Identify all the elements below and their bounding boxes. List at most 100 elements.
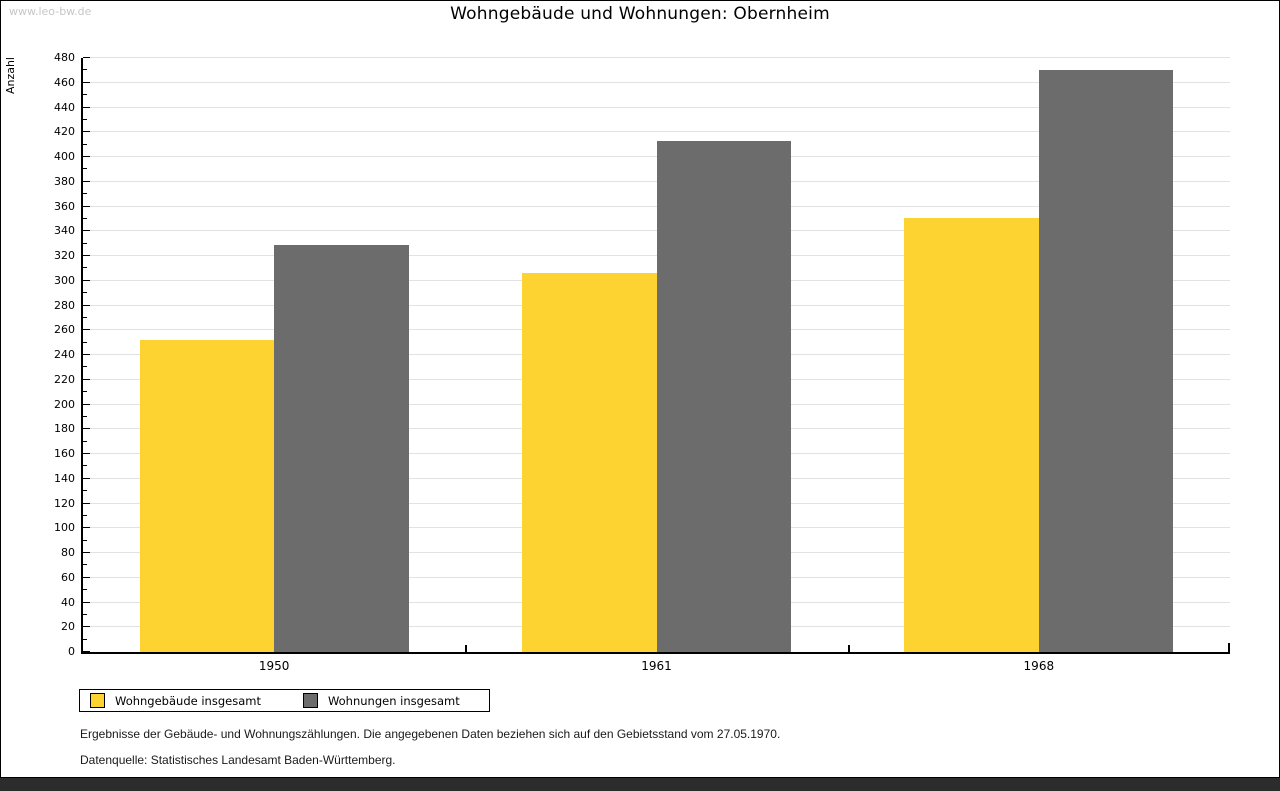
watermark-url: www.leo-bw.de <box>9 5 92 18</box>
legend-swatch-wohngebaeude <box>90 693 105 708</box>
y-tick-280 <box>83 304 90 306</box>
legend-label-wohngebaeude: Wohngebäude insgesamt <box>115 693 261 708</box>
y-tick-label-0: 0 <box>68 645 75 658</box>
plot-area: 0 20 40 60 80 100 120 140 160 180 200 220 240 260 280 3… <box>54 51 1230 673</box>
y-minor-tick-50 <box>83 589 87 591</box>
y-minor-tick-250 <box>83 341 87 343</box>
y-tick-440 <box>83 106 90 108</box>
y-axis-line <box>81 58 83 654</box>
y-tick-label-260: 260 <box>54 323 75 337</box>
y-tick-340 <box>83 230 90 232</box>
y-minor-tick-190 <box>83 415 87 417</box>
legend-item-wohnungen: Wohnungen insgesamt <box>302 693 460 708</box>
y-tick-label-20: 20 <box>61 620 75 634</box>
y-minor-tick-350 <box>83 217 87 219</box>
y-minor-tick-210 <box>83 391 87 393</box>
y-minor-tick-270 <box>83 316 87 318</box>
legend-item-wohngebaeude: Wohngebäude insgesamt <box>90 693 261 708</box>
y-tick-80 <box>83 552 90 553</box>
y-minor-tick-410 <box>83 143 87 145</box>
y-minor-tick-430 <box>83 118 87 120</box>
y-axis-title: Anzahl <box>4 57 17 95</box>
bar-1950-wohnungen-insgesamt <box>274 244 409 652</box>
gridline-480 <box>83 57 1230 58</box>
y-tick-140 <box>83 477 90 479</box>
bar-1950-wohngeb-ude-insgesamt <box>139 340 275 652</box>
y-tick-300 <box>83 279 90 281</box>
y-tick-40 <box>83 601 90 603</box>
y-tick-480 <box>83 57 90 58</box>
y-minor-tick-290 <box>83 292 87 294</box>
y-tick-label-420: 420 <box>54 125 75 139</box>
y-minor-tick-90 <box>83 539 87 541</box>
x-category-label-1961: 1961 <box>641 659 672 673</box>
x-axis-end-tick <box>1228 643 1230 652</box>
legend-label-wohnungen: Wohnungen insgesamt <box>327 693 460 708</box>
y-tick-260 <box>83 329 90 331</box>
y-minor-tick-30 <box>83 613 87 615</box>
y-tick-label-320: 320 <box>54 249 75 262</box>
y-minor-tick-170 <box>83 440 87 442</box>
y-tick-label-140: 140 <box>54 471 75 485</box>
y-minor-tick-70 <box>83 564 87 566</box>
x-category-label-1950: 1950 <box>258 659 290 673</box>
y-minor-tick-310 <box>83 267 87 269</box>
y-tick-400 <box>83 156 90 157</box>
y-tick-label-480: 480 <box>54 51 75 64</box>
y-tick-label-60: 60 <box>61 570 75 584</box>
y-tick-380 <box>83 180 90 182</box>
y-tick-label-380: 380 <box>54 174 75 188</box>
y-tick-240 <box>83 354 90 355</box>
y-minor-tick-390 <box>83 168 87 170</box>
bar-1961-wohnungen-insgesamt <box>656 140 791 652</box>
y-tick-label-40: 40 <box>61 595 75 609</box>
footnote-line-1: Ergebnisse der Gebäude- und Wohnungszähl… <box>80 727 781 741</box>
y-minor-tick-330 <box>83 242 87 244</box>
gridline-440 <box>83 106 1230 108</box>
y-tick-320 <box>83 255 90 256</box>
y-tick-100 <box>83 527 90 529</box>
y-tick-label-440: 440 <box>54 100 75 114</box>
bar-1961-wohngeb-ude-insgesamt <box>522 273 657 652</box>
y-minor-tick-470 <box>83 69 87 71</box>
y-minor-tick-150 <box>83 465 87 467</box>
y-minor-tick-450 <box>83 94 87 96</box>
window-bottom-bar <box>0 778 1280 791</box>
y-tick-0 <box>83 651 90 652</box>
x-boundary-tick-1 <box>465 645 468 652</box>
y-tick-60 <box>83 576 90 578</box>
y-tick-label-180: 180 <box>54 422 75 436</box>
y-tick-label-100: 100 <box>54 521 75 535</box>
y-tick-label-280: 280 <box>54 298 75 312</box>
y-tick-180 <box>83 428 90 430</box>
y-tick-label-360: 360 <box>54 199 75 213</box>
y-tick-20 <box>83 626 90 628</box>
y-tick-label-240: 240 <box>54 348 75 361</box>
y-tick-160 <box>83 453 90 454</box>
x-boundary-tick-2 <box>847 645 850 652</box>
y-minor-tick-10 <box>83 638 87 640</box>
y-minor-tick-370 <box>83 193 87 195</box>
y-tick-label-120: 120 <box>54 496 75 510</box>
y-tick-220 <box>83 378 90 380</box>
y-tick-360 <box>83 205 90 207</box>
y-tick-label-300: 300 <box>54 273 75 287</box>
y-tick-label-400: 400 <box>54 150 75 163</box>
legend: Wohngebäude insgesamt Wohnungen insgesam… <box>79 689 490 712</box>
gridline-460 <box>83 81 1230 83</box>
y-tick-label-200: 200 <box>54 397 75 411</box>
y-tick-120 <box>83 502 90 504</box>
y-tick-460 <box>83 81 90 83</box>
gridline-420 <box>83 131 1230 133</box>
y-minor-tick-230 <box>83 366 87 368</box>
y-tick-200 <box>83 403 90 405</box>
x-axis-line <box>81 652 1230 654</box>
y-tick-label-340: 340 <box>54 224 75 238</box>
y-tick-label-460: 460 <box>54 75 75 89</box>
y-tick-420 <box>83 131 90 133</box>
y-tick-label-220: 220 <box>54 372 75 386</box>
x-category-label-1968: 1968 <box>1023 659 1055 673</box>
legend-swatch-wohnungen <box>302 693 318 708</box>
chart-title: Wohngebäude und Wohnungen: Obernheim <box>450 4 830 24</box>
y-tick-label-80: 80 <box>61 546 75 559</box>
